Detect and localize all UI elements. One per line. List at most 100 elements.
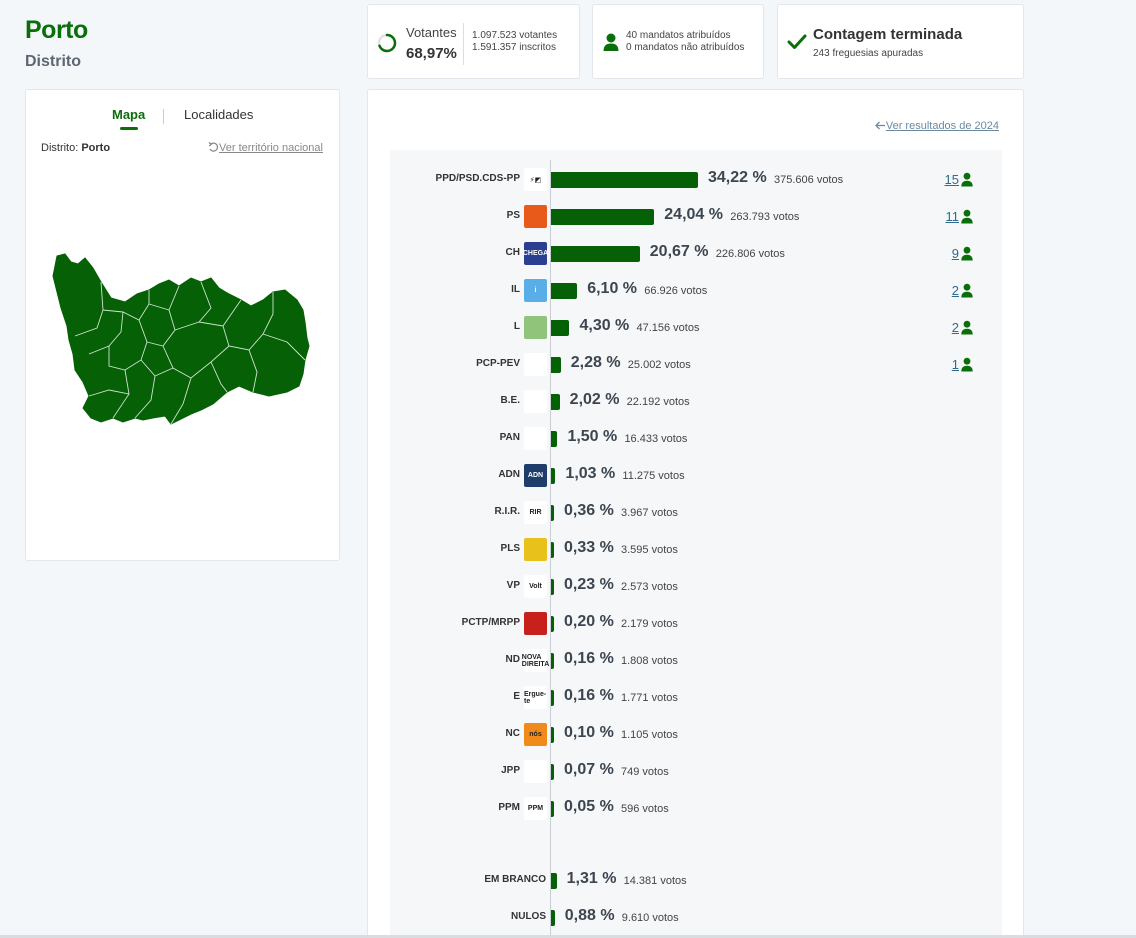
result-percentage: 1,03 % [565, 465, 616, 482]
party-name: R.I.R. [494, 506, 520, 517]
result-percentage: 34,22 % [708, 169, 767, 186]
result-votes: 25.002 votos [627, 359, 691, 371]
result-votes: 2.179 votos [621, 618, 678, 630]
result-percentage: 2,02 % [569, 391, 620, 408]
result-percentage: 20,67 % [649, 243, 709, 260]
result-bar [551, 801, 554, 817]
party-row[interactable]: R.I.R. RIR 0,36 % 3.967 votos [368, 498, 1025, 528]
arrow-left-icon [874, 121, 885, 130]
party-row[interactable]: NC nós 0,10 % 1.105 votos [368, 720, 1025, 750]
result-votes: 2.573 votos [621, 581, 678, 593]
party-row[interactable]: PPD/PSD.CDS-PP ⚡◩ 34,22 % 375.606 votos 15 [368, 165, 1025, 195]
party-logo: PPM [524, 797, 547, 820]
party-row[interactable]: ADN ADN 1,03 % 11.275 votos [368, 461, 1025, 491]
party-row[interactable]: VP Volt 0,23 % 2.573 votos [368, 572, 1025, 602]
result-percentage: 0,16 % [564, 687, 614, 704]
party-logo [524, 205, 547, 228]
result-votes: 1.771 votos [621, 692, 678, 704]
result-percentage: 0,88 % [564, 907, 615, 924]
mandatos-card: 40 mandatos atribuídos 0 mandatos não at… [592, 4, 764, 79]
result-bar [551, 542, 554, 558]
party-name: B.E. [500, 395, 520, 406]
mandatos-nao-atribuidos: 0 mandatos não atribuídos [626, 42, 745, 53]
party-name: PCP-PEV [476, 358, 520, 369]
party-logo [524, 612, 547, 635]
party-name: ND [505, 654, 520, 665]
result-bar [551, 653, 554, 669]
party-logo: CHEGA [523, 242, 548, 265]
result-bar [551, 873, 557, 889]
party-logo: NOVA DIREITA [522, 649, 549, 672]
result-bar [551, 616, 554, 632]
seats-link[interactable]: 2 [951, 283, 959, 298]
party-row[interactable]: CH CHEGA 20,67 % 226.806 votos 9 [368, 239, 1025, 269]
party-logo [524, 316, 547, 339]
map-panel: Mapa Localidades Distrito: Porto Ver ter… [25, 89, 340, 561]
person-icon [961, 357, 973, 372]
seats-link[interactable]: 9 [951, 246, 959, 261]
result-bar [551, 579, 554, 595]
party-row[interactable]: PLS 0,33 % 3.595 votos [368, 535, 1025, 565]
seats-link[interactable]: 11 [945, 209, 960, 224]
result-votes: 749 votos [621, 766, 669, 778]
ver-territorio-nacional-link[interactable]: Ver território nacional [208, 141, 323, 154]
party-row[interactable]: L 4,30 % 47.156 votos 2 [368, 313, 1025, 343]
distrito-label: Distrito: [41, 142, 79, 154]
party-row[interactable]: PS 24,04 % 263.793 votos 11 [368, 202, 1025, 232]
party-logo [524, 760, 547, 783]
party-row[interactable]: E Ergue-te 0,16 % 1.771 votos [368, 683, 1025, 713]
party-row[interactable]: ND NOVA DIREITA 0,16 % 1.808 votos [368, 646, 1025, 676]
district-map[interactable] [51, 250, 316, 435]
person-icon [961, 172, 973, 187]
result-percentage: 0,23 % [564, 576, 614, 593]
party-name: PLS [500, 543, 520, 554]
result-votes: 9.610 votos [621, 912, 679, 924]
seats-link[interactable]: 1 [951, 357, 959, 372]
special-row[interactable]: NULOS 0,88 % 9.610 votos [368, 903, 1025, 933]
result-votes: 375.606 votos [774, 174, 844, 186]
special-row[interactable]: EM BRANCO 1,31 % 14.381 votos [368, 866, 1025, 896]
mandatos-atribuidos: 40 mandatos atribuídos [626, 30, 731, 41]
party-name: NULOS [511, 911, 546, 922]
votantes-count: 1.097.523 votantes [472, 30, 558, 41]
result-votes: 22.192 votos [626, 396, 690, 408]
party-row[interactable]: JPP 0,07 % 749 votos [368, 757, 1025, 787]
votantes-label: Votantes [406, 25, 457, 40]
party-row[interactable]: PCP-PEV 2,28 % 25.002 votos 1 [368, 350, 1025, 380]
party-name: E [513, 691, 520, 702]
result-percentage: 24,04 % [664, 206, 723, 223]
ver-resultados-2024-link[interactable]: Ver resultados de 2024 [874, 120, 999, 132]
ver-territorio-nacional-label: Ver território nacional [219, 142, 323, 154]
result-votes: 596 votos [621, 803, 669, 815]
result-percentage: 0,16 % [564, 650, 614, 667]
tab-localidades[interactable]: Localidades [184, 107, 254, 122]
district-map-shape[interactable] [52, 253, 310, 425]
party-row[interactable]: PCTP/MRPP 0,20 % 2.179 votos [368, 609, 1025, 639]
seats-link[interactable]: 2 [951, 320, 959, 335]
result-percentage: 0,33 % [564, 539, 614, 556]
person-icon [603, 33, 619, 51]
page-header: Porto Distrito [25, 16, 88, 71]
page-bottom-border [0, 935, 1136, 938]
tab-mapa[interactable]: Mapa [112, 107, 146, 122]
party-logo: Volt [524, 575, 547, 598]
party-row[interactable]: B.E. 2,02 % 22.192 votos [368, 387, 1025, 417]
party-row[interactable]: PPM PPM 0,05 % 596 votos [368, 794, 1025, 824]
active-tab-indicator [120, 127, 138, 130]
party-logo [524, 538, 547, 561]
party-name: VP [506, 580, 520, 591]
seats-link[interactable]: 15 [944, 172, 959, 187]
result-votes: 1.808 votos [621, 655, 678, 667]
result-bar [551, 172, 698, 188]
contagem-subtitle: 243 freguesias apuradas [813, 48, 924, 59]
party-logo: ⚡◩ [524, 168, 547, 191]
party-row[interactable]: PAN 1,50 % 16.433 votos [368, 424, 1025, 454]
party-name: PCTP/MRPP [461, 617, 520, 628]
result-bar [551, 320, 570, 336]
result-percentage: 0,05 % [564, 798, 614, 815]
party-row[interactable]: IL i 6,10 % 66.926 votos 2 [368, 276, 1025, 306]
party-logo: Ergue-te [524, 686, 547, 709]
contagem-card: Contagem terminada 243 freguesias apurad… [777, 4, 1024, 79]
result-votes: 11.275 votos [622, 470, 685, 482]
votantes-card: Votantes 68,97% 1.097.523 votantes 1.591… [367, 4, 580, 79]
